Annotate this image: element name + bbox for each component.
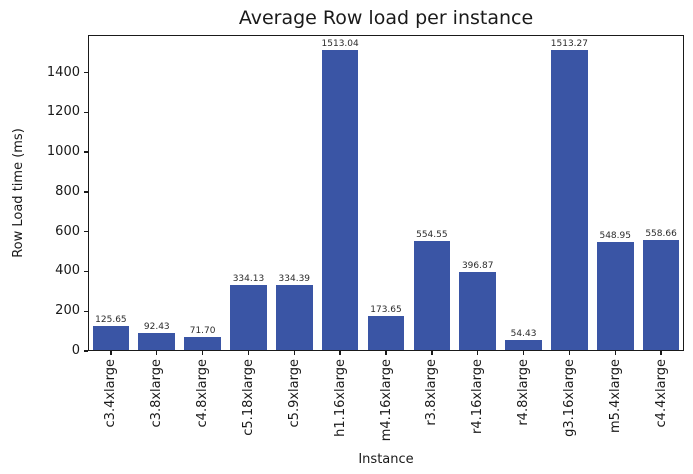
bar bbox=[92, 326, 130, 351]
bar bbox=[505, 340, 542, 351]
x-tick-mark bbox=[431, 351, 433, 355]
x-tick-label: g3.16xlarge bbox=[561, 359, 577, 437]
x-tick-mark bbox=[385, 351, 387, 355]
x-tick-mark bbox=[614, 351, 616, 355]
bar bbox=[321, 50, 359, 351]
x-tick-mark bbox=[293, 351, 295, 355]
bar bbox=[275, 284, 313, 351]
bar-value-label: 173.65 bbox=[370, 305, 402, 316]
y-tick-label: 1000 bbox=[46, 144, 80, 160]
x-tick-mark bbox=[476, 351, 479, 355]
bar-value-label: 548.95 bbox=[599, 230, 631, 241]
x-tick-mark bbox=[660, 351, 662, 355]
bar bbox=[367, 316, 405, 351]
bar-value-label: 1513.04 bbox=[321, 39, 359, 50]
x-tick-mark bbox=[522, 351, 525, 355]
plot-area bbox=[88, 35, 684, 351]
y-tick-mark bbox=[84, 151, 88, 153]
y-tick-mark bbox=[84, 71, 88, 74]
y-tick-label: 1200 bbox=[46, 104, 80, 120]
bar bbox=[459, 272, 497, 351]
y-tick-mark bbox=[84, 270, 88, 273]
x-axis-label: Instance bbox=[358, 452, 414, 467]
x-tick-label: r4.16xlarge bbox=[470, 359, 486, 434]
x-tick-label: r3.8xlarge bbox=[424, 359, 440, 426]
bar bbox=[138, 332, 176, 351]
x-tick-label: c5.18xlarge bbox=[240, 359, 256, 436]
bar bbox=[596, 241, 634, 351]
chart-title: Average Row load per instance bbox=[238, 7, 534, 29]
x-tick-mark bbox=[568, 351, 571, 355]
bar-value-label: 1513.27 bbox=[550, 39, 588, 50]
x-tick-mark bbox=[201, 351, 204, 355]
bar-value-label: 558.66 bbox=[645, 228, 677, 239]
y-tick-mark bbox=[84, 310, 88, 312]
x-tick-mark bbox=[156, 351, 158, 355]
x-tick-label: m4.16xlarge bbox=[378, 359, 394, 442]
y-tick-label: 1400 bbox=[46, 64, 80, 80]
y-tick-label: 400 bbox=[55, 263, 80, 279]
x-tick-label: m5.4xlarge bbox=[607, 359, 623, 433]
y-tick-label: 200 bbox=[55, 303, 80, 319]
x-tick-label: c3.8xlarge bbox=[149, 359, 165, 428]
bar-value-label: 125.65 bbox=[95, 315, 127, 325]
x-tick-label: r4.8xlarge bbox=[516, 359, 532, 426]
bar-value-label: 334.13 bbox=[232, 273, 265, 284]
bar-value-label: 396.87 bbox=[461, 261, 494, 272]
x-tick-label: c5.9xlarge bbox=[286, 359, 302, 428]
bar-value-label: 334.39 bbox=[278, 273, 311, 284]
bar bbox=[184, 336, 221, 351]
x-tick-label: h1.16xlarge bbox=[332, 359, 348, 437]
y-tick-mark bbox=[84, 111, 88, 114]
x-tick-mark bbox=[339, 351, 341, 355]
x-tick-label: c3.4xlarge bbox=[103, 359, 119, 428]
bar-value-label: 554.55 bbox=[416, 229, 448, 240]
y-tick-mark bbox=[84, 350, 88, 352]
y-tick-mark bbox=[84, 191, 88, 193]
y-tick-label: 600 bbox=[55, 223, 80, 239]
y-tick-label: 0 bbox=[71, 343, 80, 358]
y-tick-label: 800 bbox=[55, 183, 80, 199]
x-tick-label: c4.8xlarge bbox=[195, 359, 211, 428]
bar bbox=[413, 240, 451, 351]
y-tick-mark bbox=[84, 230, 88, 233]
bar bbox=[642, 239, 680, 351]
bar bbox=[230, 284, 267, 351]
bar bbox=[551, 50, 588, 351]
x-tick-label: c4.4xlarge bbox=[653, 359, 669, 428]
bar-value-label: 54.43 bbox=[510, 329, 537, 340]
bar-value-label: 71.70 bbox=[189, 325, 216, 336]
x-tick-mark bbox=[110, 351, 112, 355]
x-tick-mark bbox=[247, 351, 250, 355]
bar-value-label: 92.43 bbox=[143, 321, 170, 332]
